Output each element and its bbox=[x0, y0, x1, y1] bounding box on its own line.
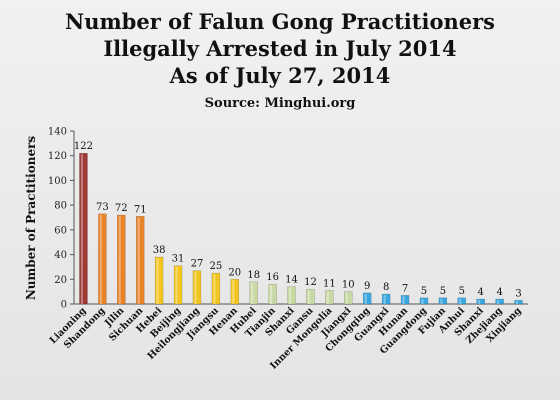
data-label: 18 bbox=[247, 270, 260, 281]
bar bbox=[268, 283, 277, 305]
data-label: 3 bbox=[515, 288, 521, 299]
data-label: 16 bbox=[266, 272, 279, 283]
bar bbox=[211, 272, 221, 305]
bar bbox=[249, 281, 258, 305]
bar-highlight bbox=[459, 298, 462, 304]
data-label: 122 bbox=[74, 141, 93, 152]
bar-highlight bbox=[251, 282, 254, 304]
bar bbox=[325, 290, 334, 305]
bar-highlight bbox=[383, 295, 386, 304]
data-label: 5 bbox=[459, 286, 465, 297]
data-label: 10 bbox=[342, 280, 355, 291]
bar-highlight bbox=[213, 274, 216, 304]
bar bbox=[381, 293, 391, 305]
bar bbox=[79, 152, 88, 305]
chart-title-line-3: As of July 27, 2014 bbox=[169, 63, 391, 88]
bar-highlight bbox=[402, 296, 405, 304]
bar bbox=[362, 292, 372, 305]
bar bbox=[135, 216, 145, 305]
bar-highlight bbox=[326, 291, 329, 304]
data-label: 71 bbox=[134, 204, 147, 215]
bar-highlight bbox=[497, 300, 500, 304]
data-label: 31 bbox=[172, 254, 185, 265]
y-tick-label: 80 bbox=[54, 201, 67, 212]
bar bbox=[400, 295, 410, 305]
bar-highlight bbox=[270, 285, 273, 304]
data-label: 72 bbox=[115, 203, 128, 214]
bar-highlight bbox=[421, 298, 424, 304]
bar-highlight bbox=[307, 290, 310, 304]
y-tick-label: 20 bbox=[54, 275, 67, 286]
chart-title: Number of Falun Gong Practitioners Illeg… bbox=[0, 8, 560, 89]
bar bbox=[287, 286, 296, 305]
bar-highlight bbox=[80, 154, 83, 304]
bar-highlight bbox=[194, 271, 197, 304]
bar bbox=[154, 256, 164, 305]
bar bbox=[476, 298, 485, 305]
bar-highlight bbox=[137, 217, 140, 304]
data-label: 7 bbox=[402, 283, 408, 294]
bar bbox=[344, 291, 353, 305]
bar-highlight bbox=[289, 287, 292, 304]
y-axis-title: Number of Practitioners bbox=[24, 136, 38, 301]
category-labels: LiaoningShandongJilinSichuanHebeiBeijing… bbox=[48, 305, 524, 372]
bar-highlight bbox=[345, 292, 348, 304]
bars bbox=[79, 152, 523, 305]
y-ticks: 0 20 40 60 80 100 120 140 bbox=[48, 127, 74, 311]
bar bbox=[117, 214, 126, 305]
bar bbox=[419, 297, 429, 305]
y-tick-label: 60 bbox=[54, 225, 67, 236]
chart-subtitle: Source: Minghui.org bbox=[204, 96, 356, 111]
data-label: 20 bbox=[228, 267, 241, 278]
y-tick-label: 140 bbox=[48, 127, 67, 138]
bar-highlight bbox=[478, 300, 481, 304]
bar-highlight bbox=[440, 298, 443, 304]
bar-highlight bbox=[156, 258, 159, 304]
data-label: 73 bbox=[96, 202, 109, 213]
y-tick-label: 100 bbox=[48, 176, 67, 187]
bar-highlight bbox=[232, 280, 235, 304]
bar bbox=[457, 297, 467, 305]
bar bbox=[230, 279, 240, 305]
bar bbox=[173, 265, 183, 305]
chart-title-line-1: Number of Falun Gong Practitioners bbox=[65, 9, 495, 34]
data-label: 4 bbox=[478, 287, 484, 298]
bar bbox=[495, 298, 504, 305]
y-tick-label: 40 bbox=[54, 250, 67, 261]
bar bbox=[192, 270, 202, 305]
data-label: 27 bbox=[191, 259, 204, 270]
y-tick-label: 120 bbox=[48, 151, 67, 162]
bar bbox=[438, 297, 448, 305]
data-label: 14 bbox=[285, 275, 298, 286]
data-label: 5 bbox=[421, 286, 427, 297]
y-tick-label: 0 bbox=[61, 300, 67, 311]
bar-highlight bbox=[516, 301, 519, 304]
data-label: 9 bbox=[364, 281, 370, 292]
bar bbox=[98, 213, 107, 305]
data-label: 38 bbox=[153, 245, 166, 256]
bar bbox=[306, 288, 315, 305]
data-labels: 122 73 72 71 38 31 27 25 20 18 16 14 12 11 10 9 8 7 5 5 5 4 4 3 bbox=[74, 141, 522, 299]
data-label: 5 bbox=[440, 286, 446, 297]
data-label: 8 bbox=[383, 282, 389, 293]
data-label: 12 bbox=[304, 277, 317, 288]
bar-highlight bbox=[364, 293, 367, 304]
chart-title-line-2: Illegally Arrested in July 2014 bbox=[103, 36, 457, 61]
data-label: 25 bbox=[210, 261, 223, 272]
bar-highlight bbox=[175, 266, 178, 304]
bar-highlight bbox=[118, 216, 121, 304]
data-label: 11 bbox=[323, 278, 336, 289]
bar-highlight bbox=[99, 214, 102, 304]
bar bbox=[514, 300, 523, 305]
data-label: 4 bbox=[496, 287, 502, 298]
